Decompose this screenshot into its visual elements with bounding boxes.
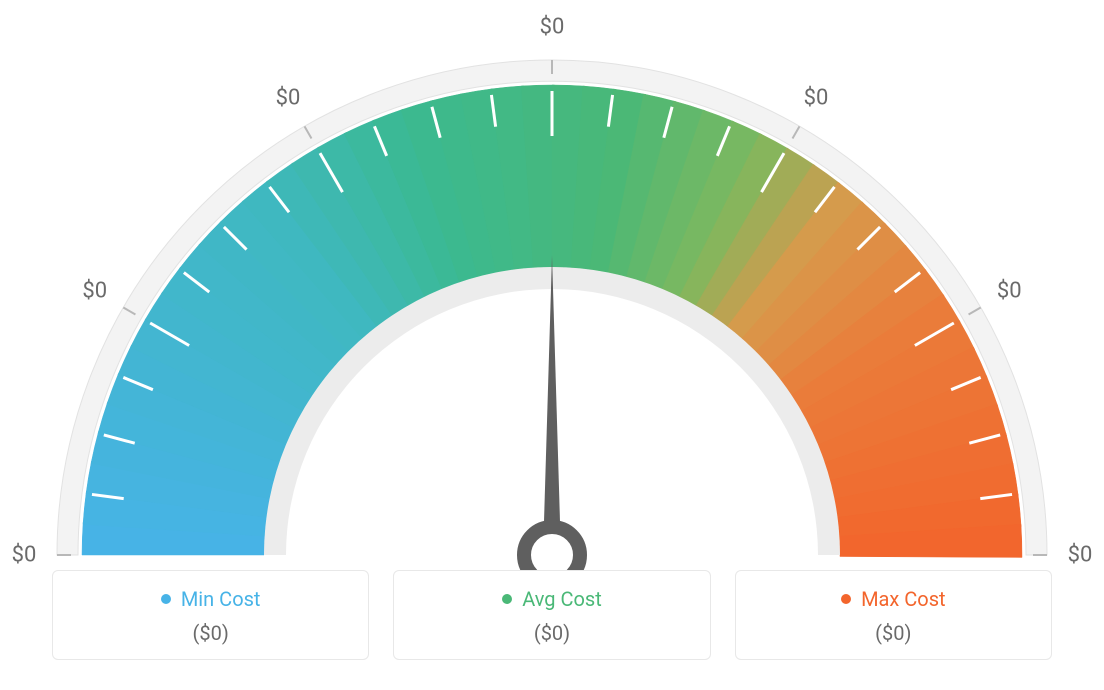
legend-label: Max Cost <box>861 587 946 611</box>
gauge-tick-label: $0 <box>540 15 565 40</box>
legend-label: Avg Cost <box>522 587 602 611</box>
legend-card: Max Cost ($0) <box>735 570 1052 660</box>
legend-dot-icon <box>502 594 512 604</box>
legend-title: Max Cost <box>841 587 946 611</box>
legend-row: Min Cost ($0) Avg Cost ($0) Max Cost ($0) <box>52 570 1052 660</box>
legend-label: Min Cost <box>181 587 261 611</box>
gauge-tick-label: $0 <box>276 85 301 110</box>
legend-value: ($0) <box>534 621 570 645</box>
legend-title: Min Cost <box>161 587 261 611</box>
legend-card: Min Cost ($0) <box>52 570 369 660</box>
gauge-tick-label: $0 <box>1068 543 1093 568</box>
gauge-tick-label: $0 <box>12 543 37 568</box>
gauge-chart: $0 $0 $0 $0 $0 $0 $0 <box>0 0 1104 570</box>
legend-dot-icon <box>161 594 171 604</box>
legend-card: Avg Cost ($0) <box>393 570 710 660</box>
legend-value: ($0) <box>875 621 911 645</box>
gauge-tick-label: $0 <box>82 279 107 304</box>
legend-dot-icon <box>841 594 851 604</box>
legend-title: Avg Cost <box>502 587 602 611</box>
gauge-tick-label: $0 <box>804 85 829 110</box>
gauge-svg <box>0 0 1104 570</box>
gauge-tick-label: $0 <box>997 279 1022 304</box>
legend-value: ($0) <box>193 621 229 645</box>
gauge-cost-widget: $0$0$0$0$0$0$0 Min Cost($0)Avg Cost($0)M… <box>0 0 1104 690</box>
